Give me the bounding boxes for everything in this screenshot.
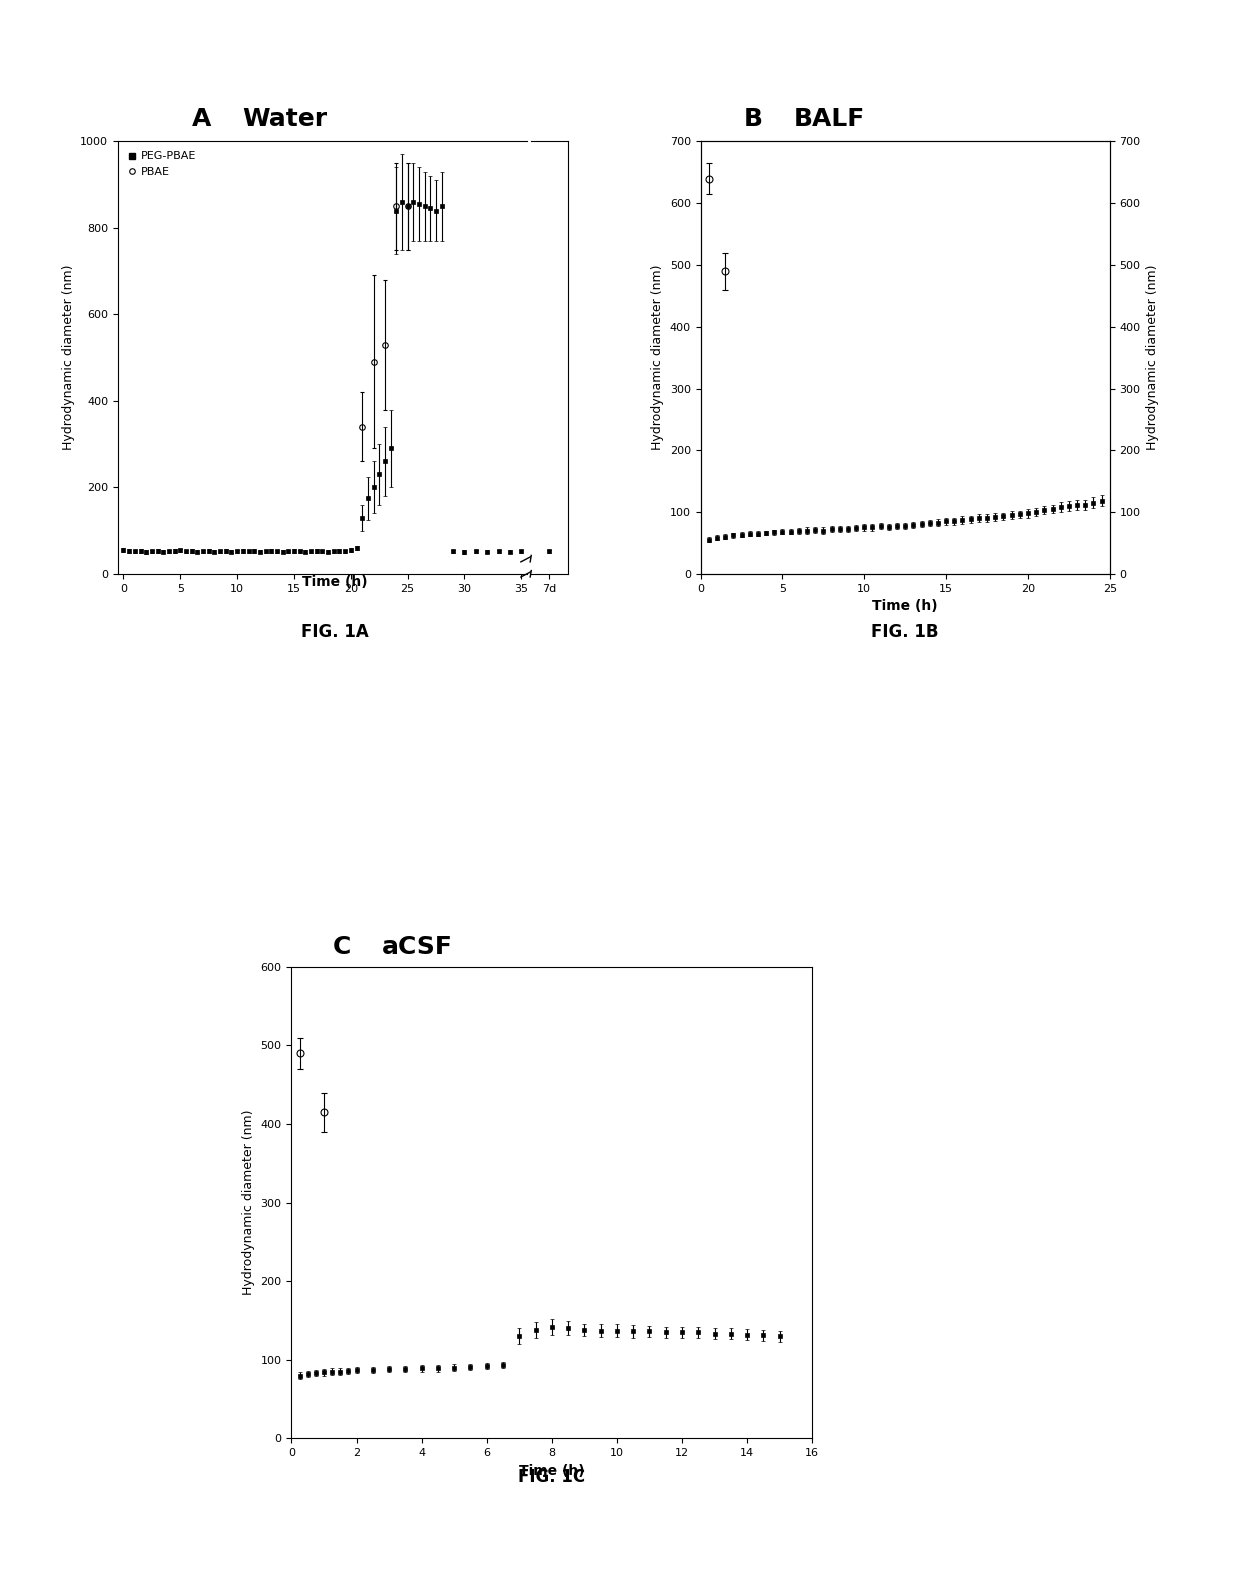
Text: FIG. 1B: FIG. 1B (872, 623, 939, 641)
Legend: PEG-PBAE, PBAE: PEG-PBAE, PBAE (123, 148, 201, 181)
Text: A: A (192, 107, 212, 130)
Text: C: C (332, 935, 351, 959)
Text: BALF: BALF (794, 107, 864, 130)
Text: B: B (744, 107, 763, 130)
Text: Water: Water (242, 107, 327, 130)
Text: Time (h): Time (h) (303, 575, 367, 590)
X-axis label: Time (h): Time (h) (873, 599, 937, 613)
X-axis label: Time (h): Time (h) (520, 1464, 584, 1478)
Y-axis label: Hydrodynamic diameter (nm): Hydrodynamic diameter (nm) (651, 264, 665, 451)
Y-axis label: Hydrodynamic diameter (nm): Hydrodynamic diameter (nm) (1146, 264, 1159, 451)
Text: FIG. 1C: FIG. 1C (518, 1468, 585, 1487)
Y-axis label: Hydrodynamic diameter (nm): Hydrodynamic diameter (nm) (62, 264, 74, 451)
Text: aCSF: aCSF (382, 935, 453, 959)
Text: FIG. 1A: FIG. 1A (301, 623, 368, 641)
Y-axis label: Hydrodynamic diameter (nm): Hydrodynamic diameter (nm) (242, 1110, 255, 1295)
